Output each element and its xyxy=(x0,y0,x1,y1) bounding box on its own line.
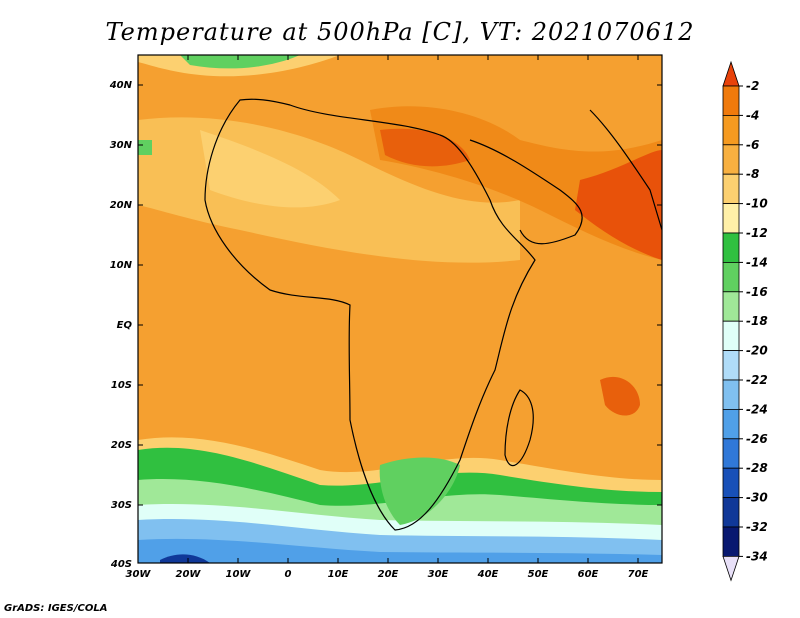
colorbar-swatch xyxy=(722,467,740,499)
lat-label: 40N xyxy=(109,80,133,91)
colorbar-label: -32 xyxy=(746,520,768,534)
lon-label: 40E xyxy=(477,569,499,580)
colorbar-swatch xyxy=(722,85,740,116)
lat-label: 40S xyxy=(110,559,132,570)
longitude-ticks xyxy=(187,55,639,563)
colorbar-swatch xyxy=(722,115,740,146)
colorbar-label: -2 xyxy=(746,79,759,93)
colorbar-label: -16 xyxy=(746,285,768,299)
lon-label: 60E xyxy=(578,569,599,580)
colorbar-swatch xyxy=(722,203,740,234)
lon-label: 10E xyxy=(328,569,349,580)
colorbar-swatch xyxy=(722,526,740,557)
colorbar-label: -18 xyxy=(746,314,768,328)
longitude-axis: 30W 20W 10W 0 10E 20E 30E 40E 50E 60E 70… xyxy=(126,569,649,580)
lat-label: 10S xyxy=(111,380,132,391)
colorbar-top-arrow xyxy=(722,60,740,87)
colorbar-swatch xyxy=(722,350,740,381)
colorbar-label: -14 xyxy=(746,255,768,269)
colorbar-label: -22 xyxy=(746,373,768,387)
lon-label: 30W xyxy=(126,569,152,580)
footer-credit: GrADS: IGES/COLA xyxy=(4,603,108,614)
colorbar-label: -28 xyxy=(746,461,768,475)
lon-label: 50E xyxy=(528,569,549,580)
colorbar-label: -30 xyxy=(746,491,768,505)
lat-label: 20S xyxy=(111,440,132,451)
colorbar-bottom-arrow xyxy=(722,556,740,582)
colorbar-swatch xyxy=(722,232,740,263)
colorbar-swatch xyxy=(722,408,740,440)
colorbar-label: -6 xyxy=(746,138,759,152)
colorbar-label: -34 xyxy=(746,549,768,563)
colorbar-label: -12 xyxy=(746,226,768,240)
lat-label: 30S xyxy=(111,500,132,511)
lon-label: 70E xyxy=(628,569,649,580)
temperature-field xyxy=(138,55,662,563)
colorbar-label: -8 xyxy=(746,167,759,181)
colorbar: -2 -4 -6 -8 -10 -12 -14 -16 -18 -20 -22 -24 -26 -28 -3… xyxy=(722,60,768,582)
colorbar-label: -4 xyxy=(746,108,759,122)
colorbar-label: -20 xyxy=(746,344,768,358)
colorbar-swatch xyxy=(722,291,740,322)
colorbar-swatch xyxy=(722,438,740,469)
colorbar-label: -26 xyxy=(746,432,768,446)
colorbar-swatch xyxy=(722,173,740,204)
colorbar-label: -24 xyxy=(746,402,768,416)
lon-label: 20E xyxy=(378,569,399,580)
colorbar-swatch xyxy=(722,497,740,528)
latitude-ticks xyxy=(138,84,662,506)
lon-label: 10W xyxy=(226,569,252,580)
map-frame xyxy=(137,54,663,564)
colorbar-swatch xyxy=(722,144,740,175)
colorbar-label: -10 xyxy=(746,197,768,211)
coastlines xyxy=(204,98,663,531)
lat-label: 30N xyxy=(110,140,133,151)
colorbar-swatch xyxy=(722,261,740,293)
lon-label: 0 xyxy=(285,569,292,580)
lat-label: 10N xyxy=(110,260,133,271)
lon-label: 30E xyxy=(428,569,449,580)
latitude-axis: 40N 30N 20N 10N EQ 10S 20S 30S 40S xyxy=(109,80,133,570)
lon-label: 20W xyxy=(176,569,202,580)
lat-label: EQ xyxy=(117,320,133,331)
colorbar-swatch xyxy=(722,320,740,352)
map-title: Temperature at 500hPa [C], VT: 202107061… xyxy=(105,18,695,46)
lat-label: 20N xyxy=(110,200,133,211)
colorbar-swatch xyxy=(722,379,740,410)
